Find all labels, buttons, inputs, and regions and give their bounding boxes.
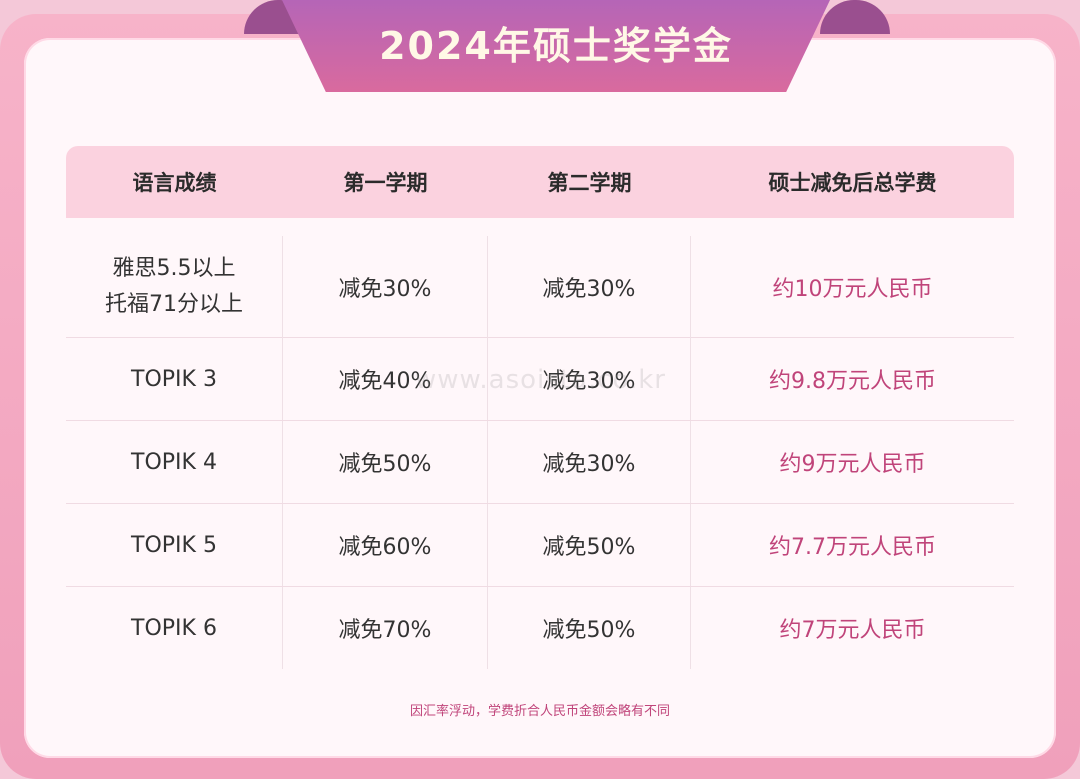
table-row: TOPIK 5 减免60% 减免50% 约7.7万元人民币 [66,504,1014,587]
cell-language-score: TOPIK 4 [66,421,283,503]
cell-first-semester: 减免50% [283,421,488,503]
page-title: 2024年硕士奖学金 [379,24,733,68]
cell-first-semester: 减免60% [283,504,488,586]
cell-total-tuition: 约9万元人民币 [779,452,926,477]
cell-first-semester: 减免70% [283,587,488,669]
table-header: 语言成绩 第一学期 第二学期 硕士减免后总学费 [66,146,1014,218]
watermark: www.asoista.co.kr [415,365,666,395]
footnote: 因汇率浮动，学费折合人民币金额会略有不同 [409,704,670,719]
header-first-semester: 第一学期 [343,171,428,195]
cell-second-semester: 减免30% [488,338,691,420]
cell-language-score: TOPIK 5 [66,504,283,586]
header-language-score: 语言成绩 [132,171,217,195]
cell-first-semester: 减免40% [283,338,488,420]
cell-total-tuition: 约9.8万元人民币 [769,369,936,394]
scholarship-table: 语言成绩 第一学期 第二学期 硕士减免后总学费 雅思5.5以上 托福71分以上 … [66,146,1014,669]
title-tab [282,0,830,92]
cell-language-score: 雅思5.5以上 托福71分以上 [66,236,283,338]
cell-second-semester: 减免30% [488,421,691,503]
cell-second-semester: 减免50% [488,587,691,669]
header-total-tuition: 硕士减免后总学费 [768,171,937,195]
cell-first-semester: 减免30% [283,236,488,338]
cell-language-score: TOPIK 3 [66,338,283,420]
cell-total-tuition: 约7万元人民币 [779,618,926,643]
table-row: TOPIK 3 减免40% 减免30% 约9.8万元人民币 [66,338,1014,421]
cell-second-semester: 减免50% [488,504,691,586]
table-row: TOPIK 6 减免70% 减免50% 约7万元人民币 [66,587,1014,669]
cell-language-score: TOPIK 6 [66,587,283,669]
cell-total-tuition: 约10万元人民币 [772,277,933,302]
table-row: TOPIK 4 减免50% 减免30% 约9万元人民币 [66,421,1014,504]
header-second-semester: 第二学期 [547,171,632,195]
table-row: 雅思5.5以上 托福71分以上 减免30% 减免30% 约10万元人民币 [66,218,1014,338]
cell-second-semester: 减免30% [488,236,691,338]
cell-total-tuition: 约7.7万元人民币 [769,535,936,560]
title-tab-ear-right [820,0,890,34]
